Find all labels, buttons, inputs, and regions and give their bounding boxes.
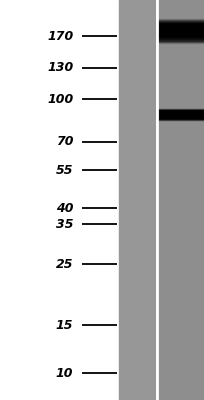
Text: 55: 55 (56, 164, 73, 177)
Bar (158, 20, 204, 21)
Bar (158, 0, 204, 400)
Bar (158, 29, 204, 30)
Bar (158, 38, 204, 40)
Bar (158, 114, 204, 115)
Bar (158, 26, 204, 27)
Bar (158, 38, 204, 39)
Bar (158, 30, 204, 32)
Bar (158, 116, 204, 117)
Bar (158, 32, 204, 34)
Bar (158, 118, 204, 119)
Bar (158, 116, 204, 118)
Text: 40: 40 (56, 202, 73, 215)
Bar (158, 34, 204, 35)
Bar (158, 24, 204, 26)
Bar (158, 35, 204, 36)
Bar (158, 111, 204, 112)
Bar (158, 114, 204, 116)
Bar (158, 26, 204, 28)
Bar (158, 39, 204, 40)
Bar (158, 20, 204, 21)
Bar (158, 116, 204, 117)
Bar (158, 41, 204, 43)
Bar (158, 21, 204, 22)
Bar (158, 25, 204, 26)
Bar (158, 118, 204, 119)
Bar (158, 27, 204, 28)
Text: 130: 130 (47, 62, 73, 74)
Bar (158, 112, 204, 113)
Bar (158, 114, 204, 115)
Text: 170: 170 (47, 30, 73, 42)
Bar (158, 114, 204, 115)
Bar (158, 109, 204, 110)
Bar (158, 28, 204, 29)
Bar (158, 119, 204, 120)
Text: 15: 15 (56, 319, 73, 332)
Bar (158, 28, 204, 29)
Bar (158, 34, 204, 35)
Bar (158, 110, 204, 111)
Bar (158, 19, 204, 20)
Bar (158, 109, 204, 110)
Bar (158, 36, 204, 37)
Bar (158, 32, 204, 33)
Bar (158, 37, 204, 38)
Text: 35: 35 (56, 218, 73, 231)
Bar (158, 42, 204, 43)
Bar (158, 19, 204, 20)
Bar (158, 112, 204, 113)
Bar (158, 111, 204, 112)
Bar (158, 117, 204, 118)
Bar (158, 34, 204, 36)
Bar (158, 31, 204, 32)
Bar (158, 115, 204, 116)
Text: 25: 25 (56, 258, 73, 271)
Bar (158, 22, 204, 23)
Bar (119, 0, 155, 400)
Bar (158, 23, 204, 24)
Bar (158, 39, 204, 40)
Bar (158, 30, 204, 31)
Bar (158, 22, 204, 24)
Bar (158, 118, 204, 120)
Bar (158, 110, 204, 111)
Bar (158, 21, 204, 22)
Text: 100: 100 (47, 93, 73, 106)
Bar (158, 111, 204, 112)
Bar (158, 117, 204, 118)
Bar (158, 113, 204, 114)
Bar (158, 41, 204, 42)
Bar (158, 24, 204, 25)
Bar (158, 22, 204, 23)
Bar (158, 25, 204, 26)
Text: 70: 70 (56, 135, 73, 148)
Bar (158, 40, 204, 41)
Bar (158, 33, 204, 34)
Bar (158, 29, 204, 30)
Bar (158, 115, 204, 116)
Bar (158, 112, 204, 113)
Bar (158, 36, 204, 37)
Bar (158, 32, 204, 33)
Bar (158, 110, 204, 111)
Bar (158, 37, 204, 38)
Bar (158, 113, 204, 114)
Bar (158, 27, 204, 28)
Bar (158, 119, 204, 120)
Bar (158, 118, 204, 119)
Bar (158, 117, 204, 118)
Bar (158, 116, 204, 117)
Bar (158, 113, 204, 114)
Bar (158, 30, 204, 31)
Text: 10: 10 (56, 367, 73, 380)
Bar (158, 40, 204, 42)
